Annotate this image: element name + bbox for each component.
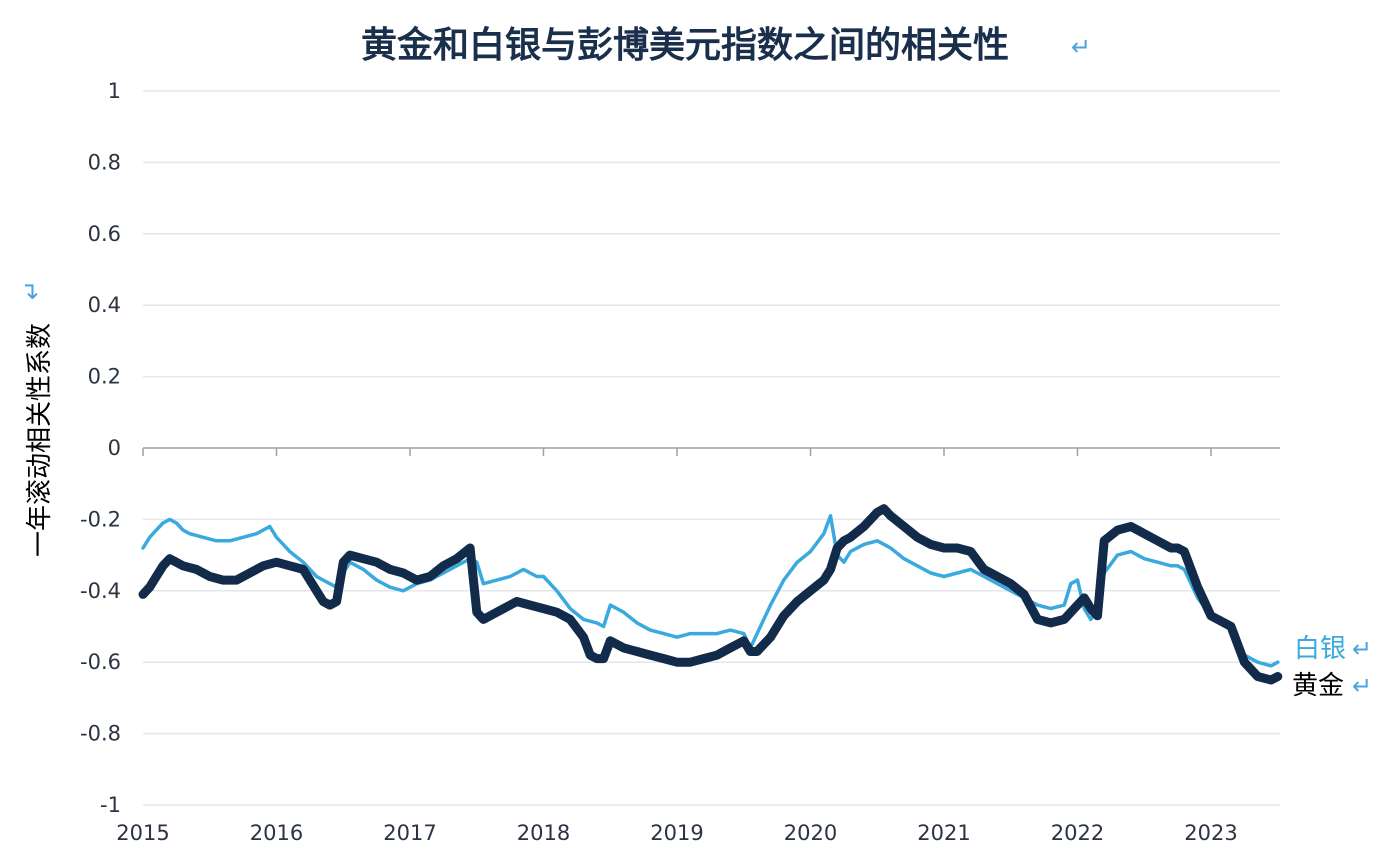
series-label-silver: 白银 [1294, 634, 1346, 664]
x-tick-label: 2017 [383, 821, 436, 845]
ylabel-return-icon: ↵ [18, 280, 46, 300]
series-line-gold [138, 504, 1283, 685]
gold-label-return-icon: ↵ [1352, 672, 1372, 700]
x-tick-label: 2021 [917, 821, 970, 845]
y-tick-label: 0.6 [88, 222, 121, 246]
y-tick-label: 0.2 [88, 365, 121, 389]
y-tick-label: -0.6 [80, 650, 121, 674]
y-tick-labels: 1 0.8 0.6 0.4 0.2 0 -0.2 -0.4 -0.6 -0.8 -1 [80, 79, 121, 817]
x-tick-label: 2019 [650, 821, 703, 845]
y-tick-label: -0.2 [80, 507, 121, 531]
y-tick-label: -1 [100, 793, 121, 817]
y-axis-label: 一年滚动相关性系数 [25, 323, 55, 557]
x-tick-label: 2018 [517, 821, 570, 845]
y-tick-label: -0.8 [80, 722, 121, 746]
grid-lines [143, 90, 1280, 806]
y-tick-label: 0.4 [88, 293, 121, 317]
x-tick-label: 2016 [250, 821, 303, 845]
y-tick-label: 0.8 [88, 150, 121, 174]
series-line-silver [141, 514, 1280, 668]
title-return-icon: ↵ [1071, 33, 1091, 61]
y-tick-label: 1 [108, 79, 121, 103]
y-tick-label: -0.4 [80, 579, 121, 603]
series-label-gold: 黄金 [1292, 671, 1344, 701]
x-tick-label: 2015 [116, 821, 169, 845]
x-tick-labels: 2015 2016 2017 2018 2019 2020 2021 2022 2023 [116, 821, 1237, 845]
x-axis [142, 447, 1280, 456]
x-tick-label: 2020 [784, 821, 837, 845]
series-lines [138, 504, 1283, 685]
x-tick-label: 2023 [1184, 821, 1237, 845]
chart-title: 黄金和白银与彭博美元指数之间的相关性 [361, 24, 1009, 66]
silver-label-return-icon: ↵ [1352, 635, 1372, 663]
x-tick-label: 2022 [1051, 821, 1104, 845]
y-tick-label: 0 [108, 436, 121, 460]
